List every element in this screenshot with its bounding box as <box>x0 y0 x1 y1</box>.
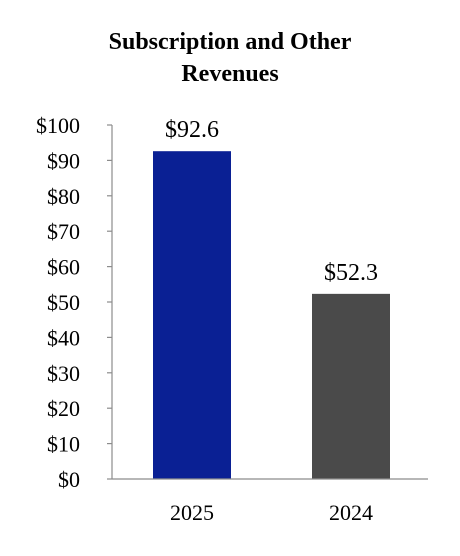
chart-title-line-1: Subscription and Other <box>108 29 352 55</box>
x-tick-label-2025: 2025 <box>170 500 214 525</box>
bar-2024 <box>312 293 390 479</box>
x-tick-label-2024: 2024 <box>329 500 373 525</box>
bar-2025 <box>153 151 231 480</box>
chart-title: Subscription and Other Revenues <box>0 26 460 90</box>
y-tick-label: $100 <box>36 113 80 138</box>
y-tick-label: $10 <box>47 432 80 457</box>
y-tick-label: $20 <box>47 396 80 421</box>
y-tick-label: $80 <box>47 184 80 209</box>
y-tick-label: $70 <box>47 219 80 244</box>
y-tick-label: $90 <box>47 148 80 173</box>
y-tick-label: $0 <box>58 467 80 492</box>
data-label-2025: $92.6 <box>165 117 219 143</box>
y-tick-label: $60 <box>47 255 80 280</box>
chart-title-line-2: Revenues <box>181 61 279 87</box>
y-tick-label: $50 <box>47 290 80 315</box>
data-label-2024: $52.3 <box>324 260 378 286</box>
y-tick-label: $30 <box>47 361 80 386</box>
y-tick-label: $40 <box>47 325 80 350</box>
